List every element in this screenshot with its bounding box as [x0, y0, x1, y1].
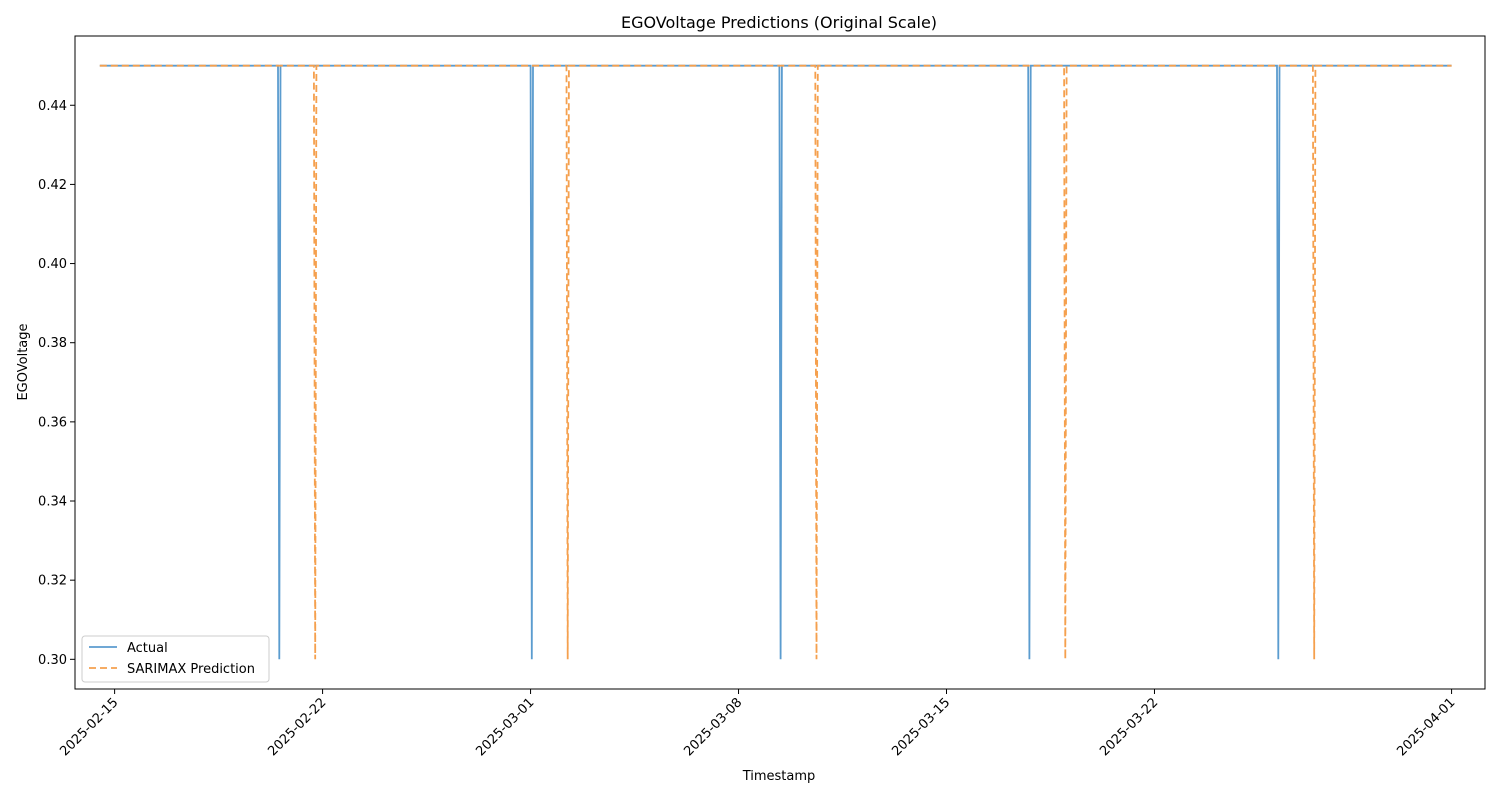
x-tick-label: 2025-02-15 [57, 695, 121, 759]
x-tick-label: 2025-02-22 [265, 695, 329, 759]
y-axis-title: EGOVoltage [16, 323, 31, 400]
legend-label-actual: Actual [127, 641, 168, 656]
x-tick-label: 2025-03-01 [473, 695, 537, 759]
y-tick-label: 0.32 [38, 574, 67, 589]
y-tick-label: 0.42 [38, 178, 67, 193]
y-tick-label: 0.44 [38, 99, 67, 114]
chart-title: EGOVoltage Predictions (Original Scale) [621, 13, 937, 32]
x-tick-label: 2025-04-01 [1394, 695, 1458, 759]
legend: Actual SARIMAX Prediction [81, 635, 270, 683]
x-tick-label: 2025-03-08 [681, 695, 745, 759]
series-line-actual [99, 64, 1452, 660]
y-tick-label: 0.38 [38, 336, 67, 351]
y-tick-label: 0.36 [38, 415, 67, 430]
y-tick-label: 0.34 [38, 495, 67, 510]
x-tick-label: 2025-03-15 [889, 695, 953, 759]
plot-frame [74, 35, 1486, 690]
x-axis-title: Timestamp [742, 769, 816, 784]
x-axis: 2025-02-15 2025-02-22 2025-03-01 2025-03-08… [57, 689, 1458, 759]
y-tick-label: 0.30 [38, 653, 67, 668]
x-tick-label: 2025-03-22 [1097, 695, 1161, 759]
y-axis: 0.30 0.32 0.34 0.36 0.38 0.40 0.42 0.44 [38, 99, 75, 668]
series-layer [99, 64, 1452, 660]
legend-label-sarimax: SARIMAX Prediction [127, 662, 255, 677]
legend-box [81, 635, 270, 683]
series-line-sarimax-prediction [99, 64, 1452, 660]
y-tick-label: 0.40 [38, 257, 67, 272]
